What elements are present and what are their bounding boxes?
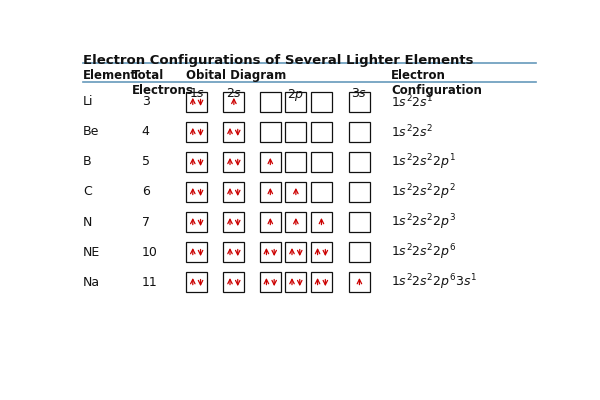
Text: 7: 7 [142,216,149,228]
Bar [349,272,370,292]
Text: $1s^2 2s^2 2p^1$: $1s^2 2s^2 2p^1$ [391,152,457,172]
Text: $1s^2 2s^1$: $1s^2 2s^1$ [391,94,434,110]
Text: Total
Electrons: Total Electrons [133,69,194,97]
Bar [286,182,307,202]
Bar [311,92,332,112]
Bar [286,272,307,292]
Text: 5: 5 [142,156,149,168]
Bar [286,242,307,262]
Bar [260,272,281,292]
Text: 10: 10 [142,246,158,258]
Text: NE: NE [83,246,100,258]
Bar [186,272,207,292]
Text: $1s^2 2s^2 2p^3$: $1s^2 2s^2 2p^3$ [391,212,457,232]
Bar [311,182,332,202]
Bar [286,212,307,232]
Text: $3s$: $3s$ [352,87,368,100]
Bar [349,182,370,202]
Bar [186,182,207,202]
Bar [260,242,281,262]
Bar [311,122,332,142]
Text: 6: 6 [142,186,149,198]
Bar [260,152,281,172]
Bar [349,242,370,262]
Bar [349,152,370,172]
Text: Electron
Configuration: Electron Configuration [391,69,482,97]
Text: Be: Be [83,126,99,138]
Bar [286,92,307,112]
Bar [260,92,281,112]
Bar [223,212,244,232]
Text: Obital Diagram: Obital Diagram [186,69,286,82]
Text: Element: Element [83,69,137,82]
Text: $1s^2 2s^2 2p^6$: $1s^2 2s^2 2p^6$ [391,242,457,262]
Bar [186,242,207,262]
Bar [260,212,281,232]
Bar [186,152,207,172]
Text: $1s^2 2s^2$: $1s^2 2s^2$ [391,124,434,140]
Bar [223,92,244,112]
Bar [223,242,244,262]
Text: Na: Na [83,276,100,288]
Text: C: C [83,186,91,198]
Text: N: N [83,216,92,228]
Bar [186,212,207,232]
Text: $1s$: $1s$ [188,87,205,100]
Text: $2p$: $2p$ [287,87,305,103]
Bar [349,92,370,112]
Text: 3: 3 [142,96,149,108]
Bar [311,212,332,232]
Bar [349,212,370,232]
Bar [186,92,207,112]
Bar [260,122,281,142]
Bar [186,122,207,142]
Text: B: B [83,156,91,168]
Text: Li: Li [83,96,93,108]
Bar [260,182,281,202]
Bar [223,122,244,142]
Bar [349,122,370,142]
Bar [311,152,332,172]
Text: Electron Configurations of Several Lighter Elements: Electron Configurations of Several Light… [83,54,473,67]
Bar [223,152,244,172]
Bar [223,182,244,202]
Bar [286,122,307,142]
Text: $2s$: $2s$ [226,87,242,100]
Text: 4: 4 [142,126,149,138]
Text: $1s^2 2s^2 2p^2$: $1s^2 2s^2 2p^2$ [391,182,456,202]
Text: 11: 11 [142,276,157,288]
Bar [223,272,244,292]
Bar [311,272,332,292]
Bar [311,242,332,262]
Bar [286,152,307,172]
Text: $1s^2 2s^2 2p^6 3s^1$: $1s^2 2s^2 2p^6 3s^1$ [391,272,477,292]
